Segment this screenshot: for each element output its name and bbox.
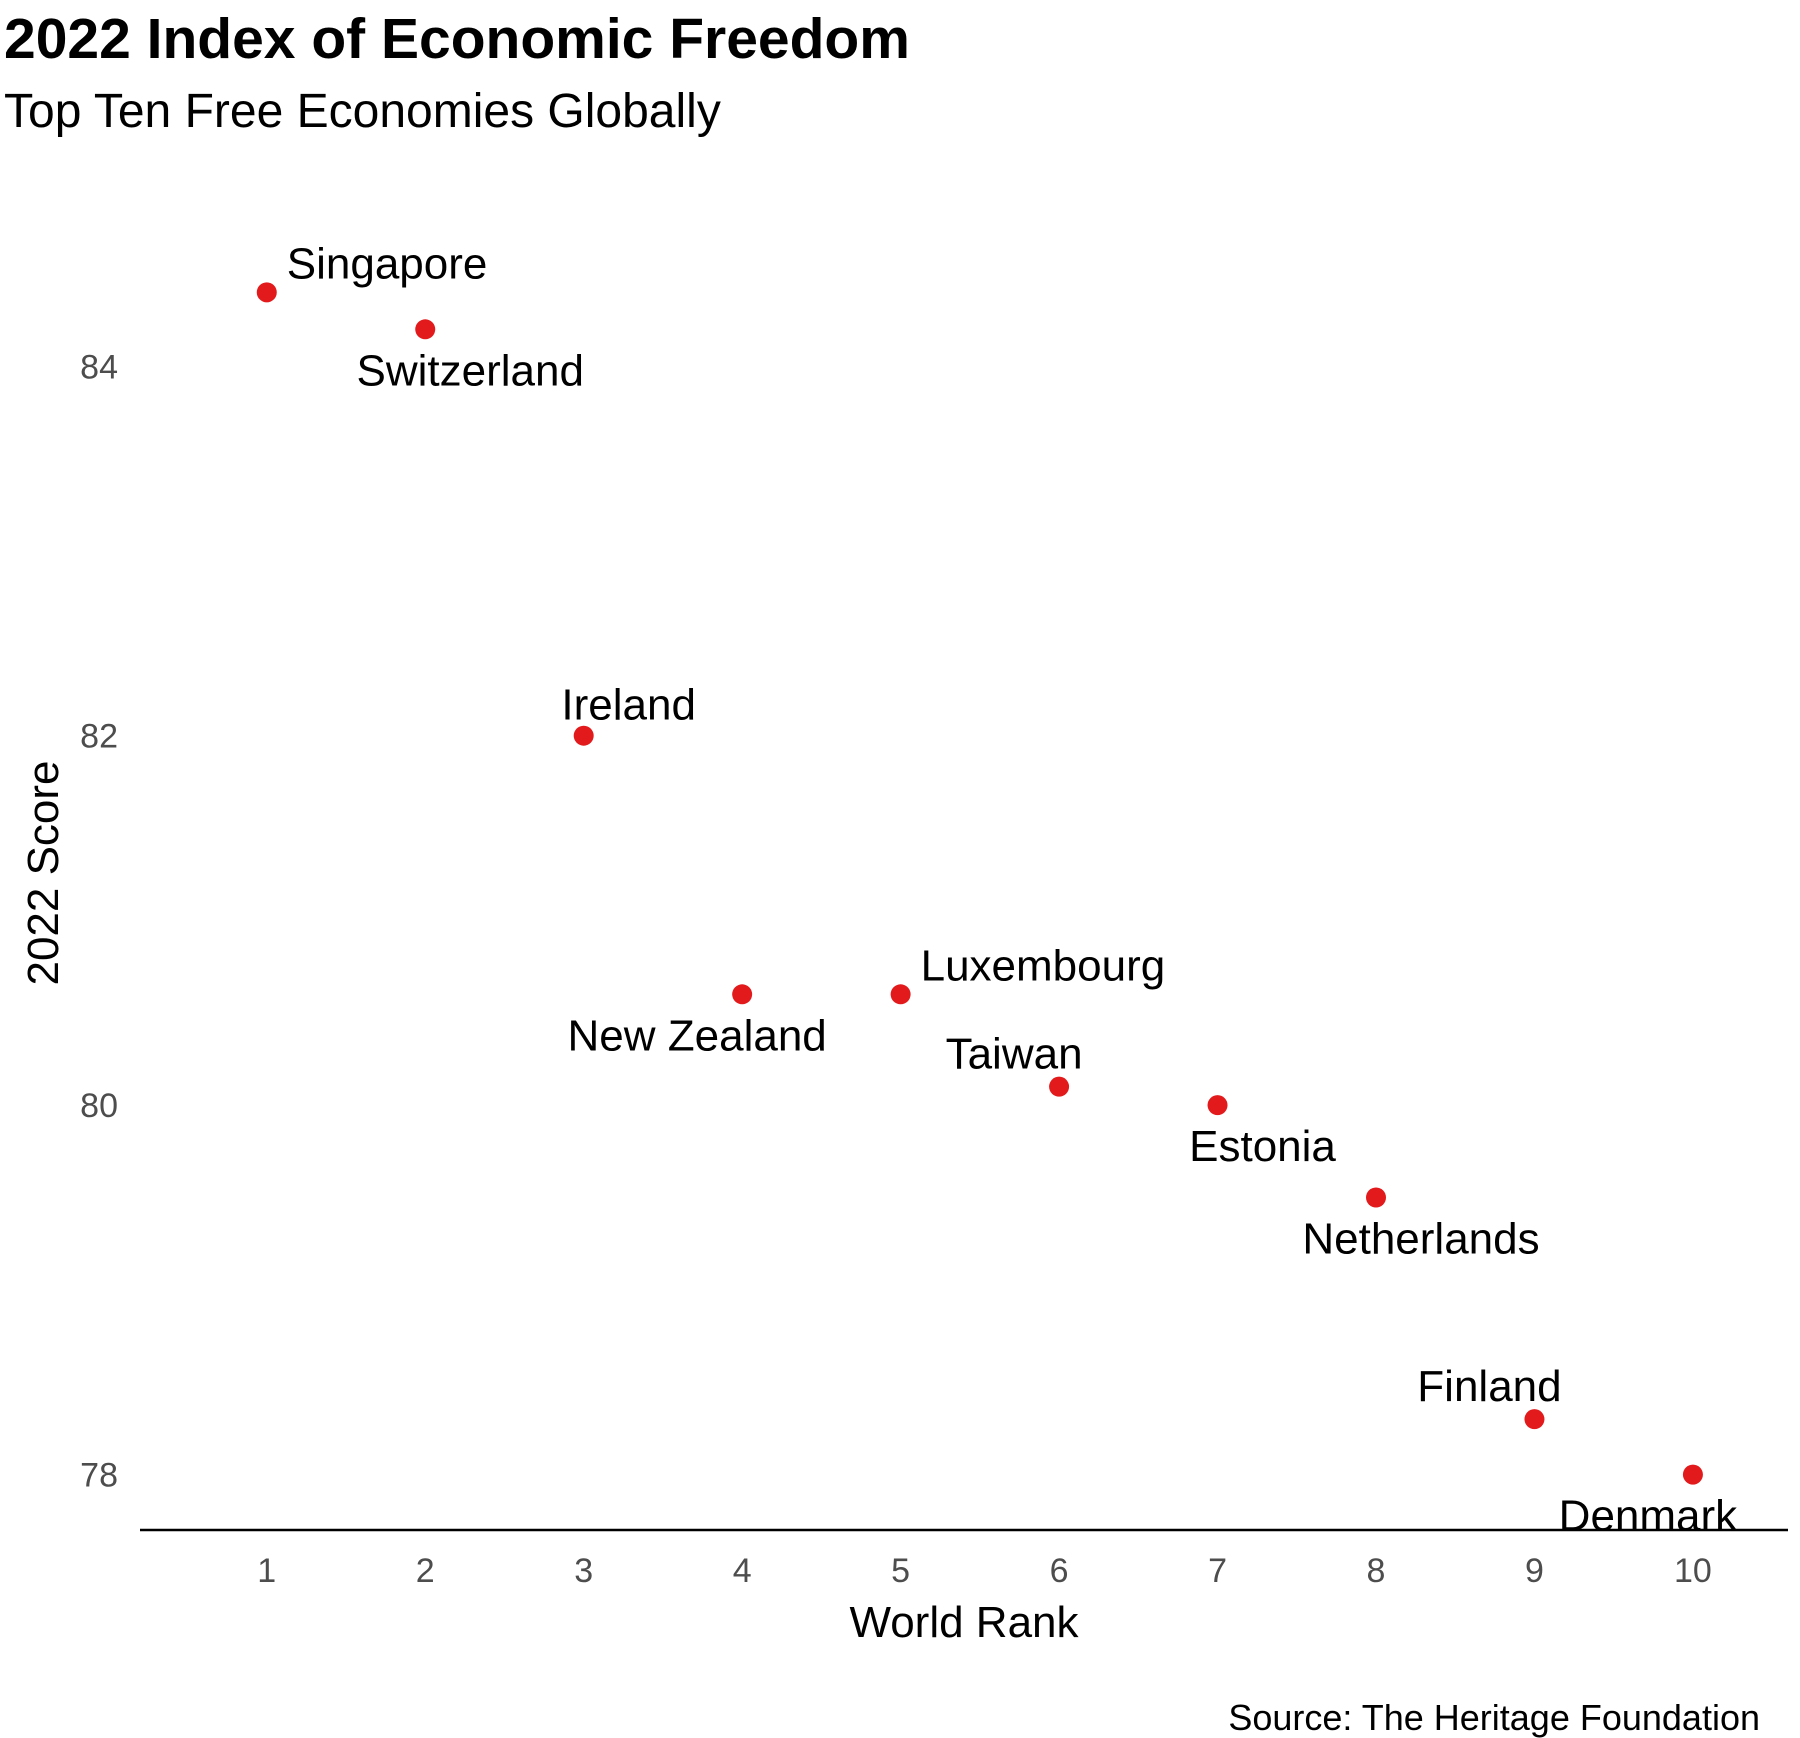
- x-axis-title: World Rank: [849, 1598, 1079, 1647]
- point-label: Switzerland: [357, 346, 584, 395]
- x-tick-label: 1: [257, 1552, 276, 1590]
- x-tick-label: 10: [1674, 1552, 1712, 1590]
- data-points: [256, 282, 1703, 1485]
- y-tick-label: 82: [80, 718, 118, 756]
- x-tick-label: 7: [1208, 1552, 1227, 1590]
- point-label: Ireland: [561, 681, 696, 730]
- y-axis-title: 2022 Score: [19, 760, 68, 985]
- data-point: [1049, 1076, 1070, 1097]
- data-point: [1207, 1095, 1228, 1116]
- y-tick-label: 80: [80, 1087, 118, 1125]
- x-tick-label: 4: [733, 1552, 752, 1590]
- point-label: Denmark: [1559, 1492, 1738, 1541]
- point-label: New Zealand: [568, 1011, 827, 1060]
- y-tick-label: 78: [80, 1457, 118, 1495]
- x-tick-label: 2: [416, 1552, 435, 1590]
- data-point: [256, 282, 277, 303]
- x-tick-label: 8: [1367, 1552, 1386, 1590]
- x-tick-label: 6: [1050, 1552, 1069, 1590]
- data-point: [732, 984, 753, 1005]
- point-label: Taiwan: [946, 1030, 1083, 1079]
- chart-subtitle: Top Ten Free Economies Globally: [4, 85, 721, 138]
- x-axis-ticks: 1 2 3 4 5 6 7 8 9 10: [257, 1552, 1712, 1590]
- source-caption: Source: The Heritage Foundation: [1228, 1697, 1760, 1738]
- data-point: [1524, 1409, 1545, 1430]
- x-tick-label: 3: [574, 1552, 593, 1590]
- y-tick-label: 84: [80, 348, 118, 386]
- x-tick-label: 5: [891, 1552, 910, 1590]
- point-label: Finland: [1417, 1362, 1561, 1411]
- data-point: [1682, 1464, 1703, 1485]
- point-label: Estonia: [1189, 1122, 1336, 1171]
- y-axis-ticks: 78 80 82 84: [80, 348, 118, 1494]
- point-labels: Singapore Switzerland Ireland New Zealand Lu…: [287, 239, 1738, 1540]
- data-point: [1366, 1187, 1386, 1208]
- chart-title: 2022 Index of Economic Freedom: [4, 7, 910, 71]
- data-point: [415, 319, 436, 340]
- x-tick-label: 9: [1525, 1552, 1544, 1590]
- point-label: Singapore: [287, 239, 488, 288]
- point-label: Netherlands: [1302, 1215, 1539, 1264]
- data-point: [573, 725, 594, 746]
- data-point: [890, 984, 911, 1005]
- point-label: Luxembourg: [921, 941, 1166, 990]
